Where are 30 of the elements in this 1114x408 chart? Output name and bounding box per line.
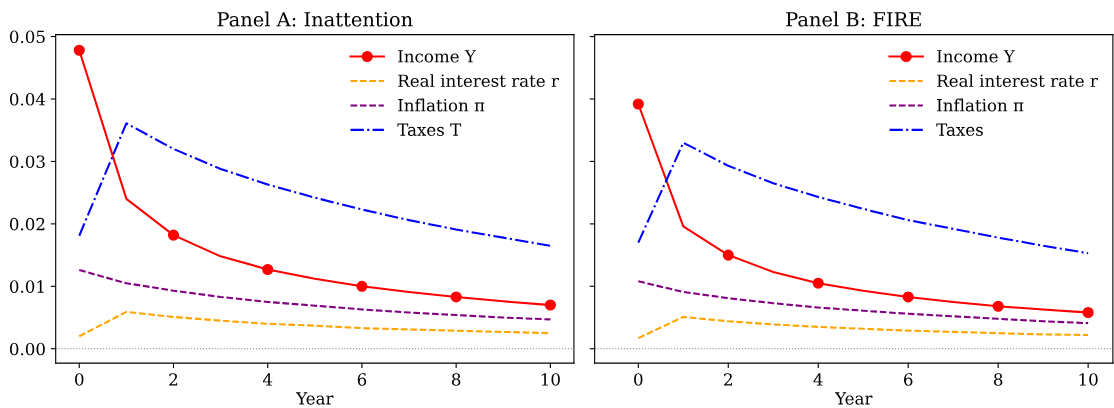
x-axis-title: Year	[295, 392, 334, 405]
chart-title: Panel A: Inattention	[217, 11, 413, 27]
x-axis-title: Year	[834, 392, 873, 405]
y-tick-label: 0.00	[9, 342, 45, 356]
x-tick-label: 0	[75, 373, 84, 386]
legend-label: Inflation π	[398, 98, 485, 112]
x-tick-label: 10	[541, 373, 560, 386]
x-tick-label: 4	[262, 373, 273, 386]
chart-title: Panel B: FIRE	[786, 11, 921, 27]
x-tick-label: 0	[634, 373, 643, 386]
y-tick-label: 0.01	[9, 280, 44, 293]
x-tick-label: 6	[904, 373, 913, 386]
y-tick-label: 0.02	[9, 217, 45, 231]
legend-label: Income Y	[398, 50, 477, 63]
legend-label: Income Y	[937, 50, 1015, 63]
y-tick-label: 0.04	[9, 92, 46, 106]
legend-label: Real interest rate r	[398, 74, 559, 88]
x-tick-label: 2	[724, 373, 732, 386]
y-tick-label: 0.03	[9, 155, 45, 168]
legend-label: Taxes	[936, 123, 983, 136]
x-tick-label: 2	[169, 373, 178, 386]
x-tick-label: 4	[813, 373, 823, 386]
legend-label: Inflation π	[937, 98, 1024, 112]
x-tick-label: 6	[357, 373, 367, 386]
x-tick-label: 8	[993, 373, 1003, 386]
x-tick-label: 8	[451, 373, 461, 386]
x-tick-label: 10	[1079, 373, 1098, 386]
y-tick-label: 0.05	[9, 30, 45, 44]
legend-label: Real interest rate r	[937, 74, 1098, 88]
legend-label: Taxes T	[397, 123, 462, 136]
